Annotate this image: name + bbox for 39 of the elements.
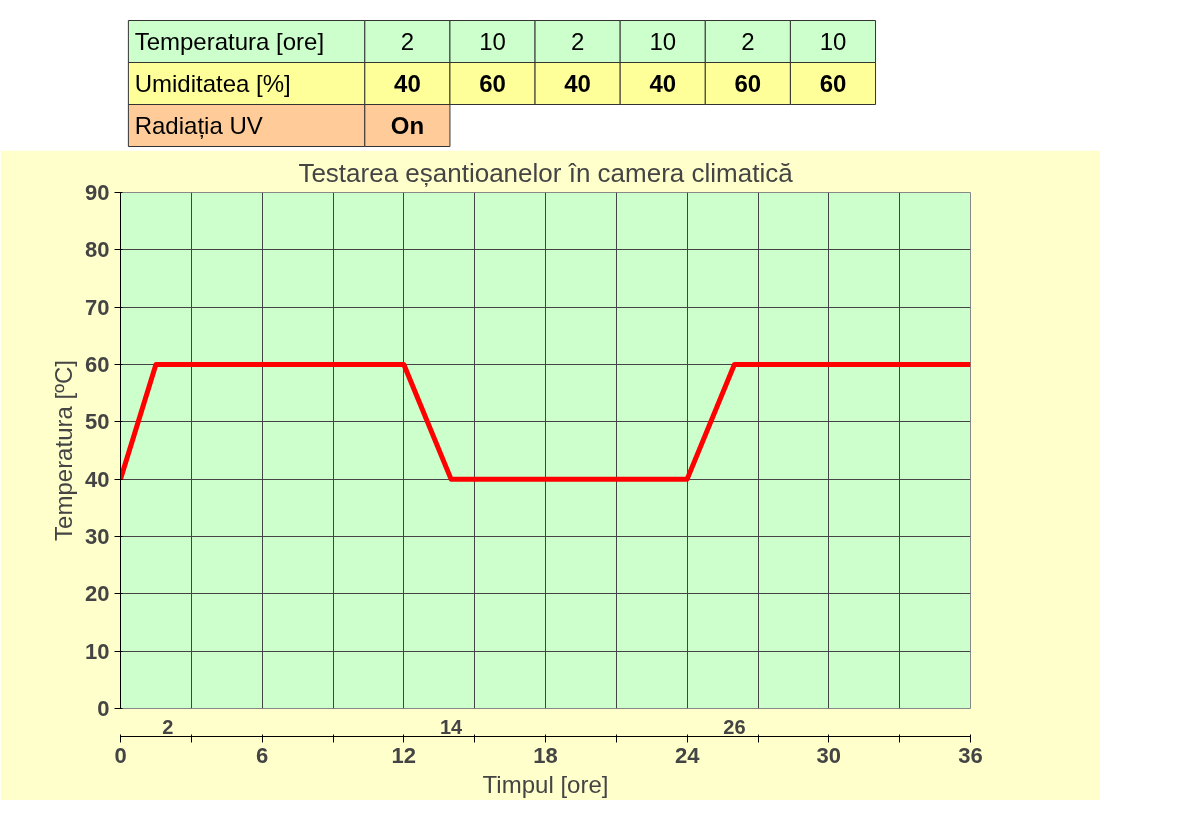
y-tick-label: 90 bbox=[85, 180, 110, 205]
text: On bbox=[390, 112, 425, 139]
text: 40 bbox=[649, 70, 677, 97]
text: 60 bbox=[734, 70, 762, 97]
text: 2 bbox=[400, 28, 415, 55]
text: 10 bbox=[649, 28, 677, 55]
text: 40 bbox=[564, 70, 591, 97]
x2-tick-label: 26 bbox=[723, 715, 746, 738]
y-tick-label: 60 bbox=[85, 352, 110, 377]
x-tick-label: 24 bbox=[674, 742, 701, 768]
y-tick-label: 80 bbox=[85, 237, 110, 263]
x2-tick-label: 2 bbox=[162, 715, 174, 738]
text: Temperatura [ore] bbox=[134, 28, 325, 55]
x-tick-label: 6 bbox=[256, 742, 269, 768]
x-tick-label: 0 bbox=[114, 742, 127, 768]
text: 60 bbox=[819, 70, 847, 97]
x-tick-label: 30 bbox=[816, 742, 842, 768]
x-tick-label: 12 bbox=[391, 742, 417, 768]
y-tick-label: 50 bbox=[85, 409, 110, 435]
y-tick-label: 40 bbox=[85, 466, 110, 492]
x2-tick-label: 14 bbox=[439, 715, 464, 738]
text: 10 bbox=[479, 28, 506, 55]
text: Umiditatea [%] bbox=[134, 70, 291, 97]
text: 40 bbox=[394, 70, 421, 97]
y-tick-label: 30 bbox=[85, 524, 110, 549]
y-tick-label: 70 bbox=[85, 294, 110, 320]
y-axis-title: Temperatura [ºC] bbox=[50, 360, 78, 541]
text: 2 bbox=[741, 28, 755, 55]
x-axis-title: Timpul [ore] bbox=[482, 770, 609, 798]
text: Radiația UV bbox=[134, 112, 263, 139]
y-tick-label: 0 bbox=[97, 696, 110, 721]
chart-title: Testarea eșantioanelor în camera climatică bbox=[298, 157, 794, 188]
x-tick-label: 36 bbox=[958, 742, 983, 768]
y-tick-label: 10 bbox=[85, 638, 110, 664]
text: 2 bbox=[570, 28, 585, 55]
text: 10 bbox=[819, 28, 847, 55]
x-tick-label: 18 bbox=[533, 742, 558, 768]
y-tick-label: 20 bbox=[85, 581, 110, 607]
text: 60 bbox=[479, 70, 506, 97]
